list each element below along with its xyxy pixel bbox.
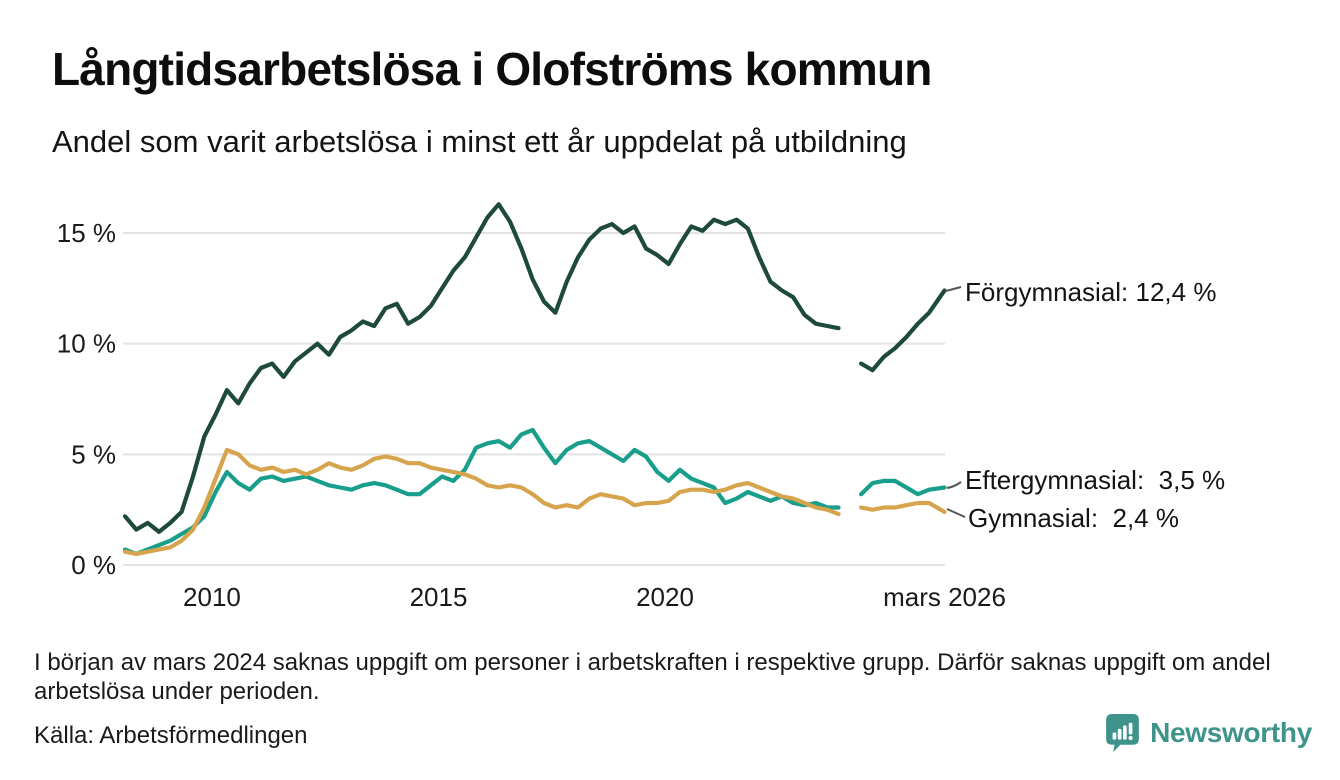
- x-tick-label: 2015: [410, 582, 468, 612]
- series-lines: [122, 202, 947, 556]
- y-tick-label: 0 %: [71, 550, 116, 580]
- footnote: I början av mars 2024 saknas uppgift om …: [34, 649, 1271, 706]
- label-connector-gymnasial: [946, 508, 966, 518]
- series-label-forgymnasial: Förgymnasial: 12,4 %: [965, 277, 1216, 307]
- y-tick-label: 5 %: [71, 439, 116, 469]
- series-line-eftergymnasial: [122, 427, 947, 556]
- x-tick-label: mars 2026: [883, 582, 1006, 612]
- y-axis-tick-labels: 15 % 10 % 5 % 0 %: [57, 218, 116, 580]
- newsworthy-brand: Newsworthy: [1104, 712, 1312, 753]
- chart-subtitle: Andel som varit arbetslösa i minst ett å…: [52, 124, 907, 159]
- label-connector-eftergymnasial: [946, 481, 962, 489]
- page-title: Långtidsarbetslösa i Olofströms kommun: [52, 43, 932, 95]
- series-line-forgymnasial: [122, 202, 947, 534]
- series-label-eftergymnasial: Eftergymnasial: 3,5 %: [965, 465, 1225, 495]
- series-label-gymnasial: Gymnasial: 2,4 %: [968, 503, 1179, 533]
- y-tick-label: 15 %: [57, 218, 116, 248]
- x-tick-label: 2010: [183, 582, 241, 612]
- newsworthy-brand-text: Newsworthy: [1150, 716, 1312, 748]
- label-connector-forgymnasial: [945, 286, 962, 292]
- y-tick-label: 10 %: [57, 329, 116, 359]
- newsworthy-logo-icon: [1106, 714, 1139, 752]
- x-axis-tick-labels: 2010 2015 2020 mars 2026: [183, 582, 1006, 612]
- x-tick-label: 2020: [636, 582, 694, 612]
- series-line-gymnasial: [122, 447, 947, 556]
- gridlines: [123, 232, 945, 566]
- source-credit: Källa: Arbetsförmedlingen: [34, 722, 308, 749]
